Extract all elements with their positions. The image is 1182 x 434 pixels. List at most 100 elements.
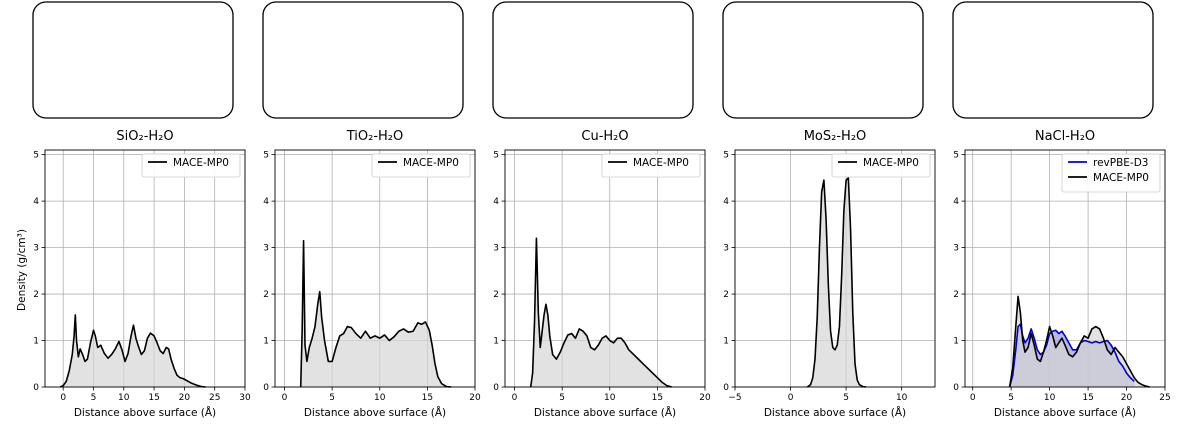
y-tick-label: 4 — [263, 197, 269, 207]
y-tick-label: 1 — [723, 337, 729, 347]
snapshot-frame — [492, 1, 694, 119]
x-tick-label: 15 — [422, 393, 433, 403]
density-panel-1: TiO₂-H₂O 0 5 10 15 20 0 1 2 3 4 5 Distance above sur… — [263, 129, 481, 419]
x-tick-label: 5 — [1008, 393, 1014, 403]
y-tick-label: 0 — [493, 383, 499, 393]
y-tick-label: 2 — [723, 290, 729, 300]
y-tick-label: 0 — [263, 383, 269, 393]
y-tick-label: 3 — [493, 244, 499, 254]
x-axis-label: Distance above surface (Å) — [994, 406, 1136, 419]
y-tick-label: 1 — [263, 337, 269, 347]
legend-box — [831, 153, 931, 178]
panel-title: Cu-H₂O — [581, 129, 628, 144]
legend-entry: MACE-MP0 — [403, 157, 459, 169]
legend-entry: MACE-MP0 — [863, 157, 919, 169]
x-tick-label: 15 — [1082, 393, 1093, 403]
y-tick-label: 4 — [493, 197, 499, 207]
y-tick-label: 2 — [493, 290, 499, 300]
legend-entry: MACE-MP0 — [633, 157, 689, 169]
legend: revPBE-D3 MACE-MP0 — [1061, 153, 1161, 193]
legend-box — [1061, 153, 1161, 193]
y-tick-label: 5 — [723, 151, 729, 161]
panel-title: TiO₂-H₂O — [346, 129, 404, 144]
y-tick-label: 3 — [723, 244, 729, 254]
y-tick-label: 4 — [953, 197, 959, 207]
x-tick-label: 15 — [148, 393, 159, 403]
series-fill — [60, 314, 206, 387]
y-tick-label: 3 — [33, 244, 39, 254]
x-tick-label: 5 — [329, 393, 335, 403]
x-tick-label: 5 — [843, 393, 849, 403]
x-tick-label: 30 — [239, 393, 251, 403]
nacl-snapshot — [952, 1, 1154, 119]
series-fill — [1009, 296, 1150, 387]
series-line — [1008, 323, 1135, 388]
y-tick-label: 2 — [33, 290, 39, 300]
legend-box — [141, 153, 241, 178]
x-tick-label: 0 — [282, 393, 288, 403]
series-fill — [807, 177, 867, 387]
axes-frame — [274, 149, 476, 388]
series-fill — [530, 238, 672, 387]
y-tick-label: 3 — [263, 244, 269, 254]
x-tick-label: 25 — [1159, 393, 1170, 403]
x-tick-label: 0 — [970, 393, 976, 403]
snapshot-frame — [32, 1, 234, 119]
density-panel-2: Cu-H₂O 0 5 10 15 20 0 1 2 3 4 5 Distance above surfa… — [493, 129, 711, 419]
snapshot-frame — [722, 1, 924, 119]
y-tick-label: 1 — [493, 337, 499, 347]
tio2-snapshot — [262, 1, 464, 119]
y-tick-label: 2 — [263, 290, 269, 300]
legend: MACE-MP0 — [371, 153, 471, 178]
y-tick-label: 5 — [953, 151, 959, 161]
legend-entry: revPBE-D3 — [1093, 157, 1148, 169]
x-tick-label: 10 — [118, 393, 130, 403]
y-tick-label: 5 — [263, 151, 269, 161]
series-line — [806, 177, 867, 388]
legend: MACE-MP0 — [831, 153, 931, 178]
snapshots-layer — [32, 1, 1154, 119]
mos2-snapshot — [722, 1, 924, 119]
x-axis-label: Distance above surface (Å) — [74, 406, 216, 419]
panel-title: SiO₂-H₂O — [116, 129, 173, 144]
series-line — [1008, 295, 1150, 388]
x-axis-label: Distance above surface (Å) — [304, 406, 446, 419]
axes-frame — [44, 149, 246, 388]
y-tick-label: 1 — [953, 337, 959, 347]
series-line — [299, 239, 452, 388]
y-tick-label: 0 — [33, 383, 39, 393]
legend-box — [371, 153, 471, 178]
x-tick-label: 5 — [91, 393, 97, 403]
legend-entry: MACE-MP0 — [173, 157, 229, 169]
x-tick-label: 25 — [209, 393, 220, 403]
axes-frame — [734, 149, 936, 388]
x-tick-label: 20 — [179, 393, 191, 403]
y-axis-label: Density (g/cm³) — [16, 229, 28, 311]
x-tick-label: 20 — [699, 393, 711, 403]
x-tick-label: −5 — [728, 393, 741, 403]
y-tick-label: 0 — [723, 383, 729, 393]
series-line — [59, 314, 206, 388]
y-tick-label: 2 — [953, 290, 959, 300]
y-tick-label: 4 — [33, 197, 39, 207]
x-tick-label: 10 — [1044, 393, 1056, 403]
density-panel-0: SiO₂-H₂O 0 5 10 15 20 25 30 0 1 2 3 4 5 Distance above… — [33, 129, 251, 419]
y-tick-label: 5 — [33, 151, 39, 161]
x-axis-label: Distance above surface (Å) — [534, 406, 676, 419]
y-tick-label: 5 — [493, 151, 499, 161]
density-panel-4: NaCl-H₂O 0 5 10 15 20 25 0 1 2 3 4 5 Distance above s… — [953, 129, 1170, 419]
x-tick-label: 10 — [604, 393, 616, 403]
panel-title: NaCl-H₂O — [1035, 129, 1095, 144]
y-tick-label: 3 — [953, 244, 959, 254]
series-fill — [300, 240, 452, 387]
y-tick-label: 0 — [953, 383, 959, 393]
axes-frame — [504, 149, 706, 388]
x-tick-label: 0 — [512, 393, 518, 403]
x-tick-label: 20 — [1121, 393, 1133, 403]
panel-title: MoS₂-H₂O — [804, 129, 867, 144]
y-tick-label: 4 — [723, 197, 729, 207]
sio2-snapshot — [32, 1, 234, 119]
series-line — [529, 237, 672, 388]
x-tick-label: 5 — [559, 393, 565, 403]
